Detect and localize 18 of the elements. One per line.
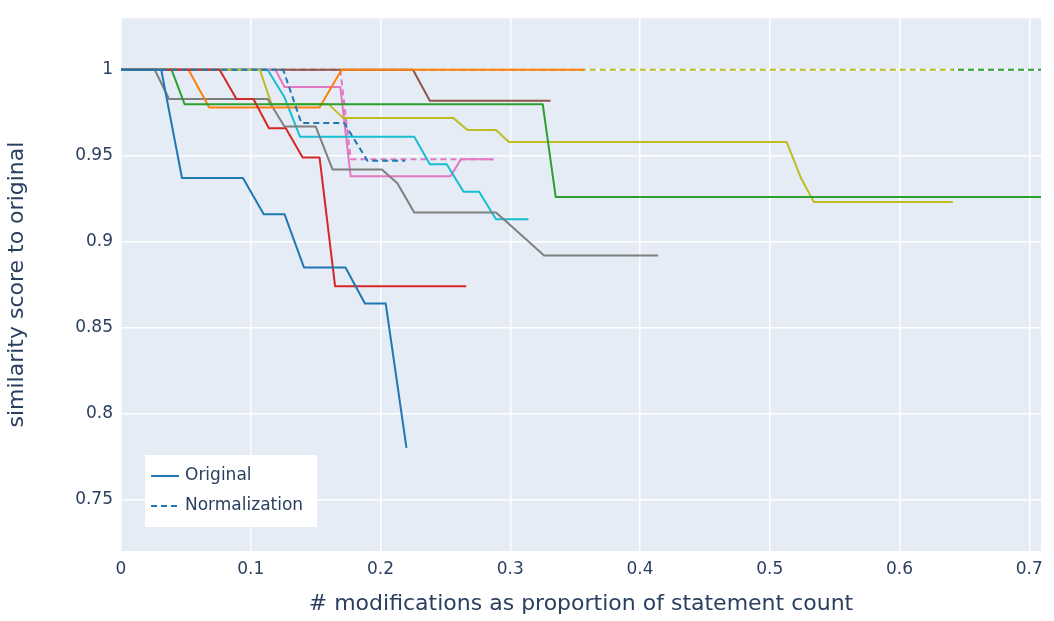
legend-label: Original — [185, 464, 252, 485]
y-axis-title: similarity score to original — [2, 141, 28, 428]
x-tick-label: 0.5 — [756, 557, 784, 578]
y-tick-label: 1 — [102, 58, 113, 79]
x-tick-label: 0.7 — [1015, 557, 1043, 578]
y-tick-label: 0.95 — [75, 144, 113, 165]
y-tick-label: 0.9 — [85, 230, 113, 251]
legend-label: Normalization — [185, 494, 304, 515]
x-tick-label: 0.6 — [886, 557, 914, 578]
x-tick-label: 0.2 — [367, 557, 395, 578]
x-tick-label: 0.1 — [237, 557, 265, 578]
y-tick-label: 0.8 — [85, 401, 113, 422]
x-tick-label: 0 — [115, 557, 127, 578]
y-tick-label: 0.75 — [75, 487, 113, 508]
y-tick-label: 0.85 — [75, 315, 113, 336]
x-tick-label: 0.4 — [626, 557, 654, 578]
x-tick-label: 0.3 — [496, 557, 524, 578]
x-axis-title: # modifications as proportion of statement count — [308, 589, 854, 615]
